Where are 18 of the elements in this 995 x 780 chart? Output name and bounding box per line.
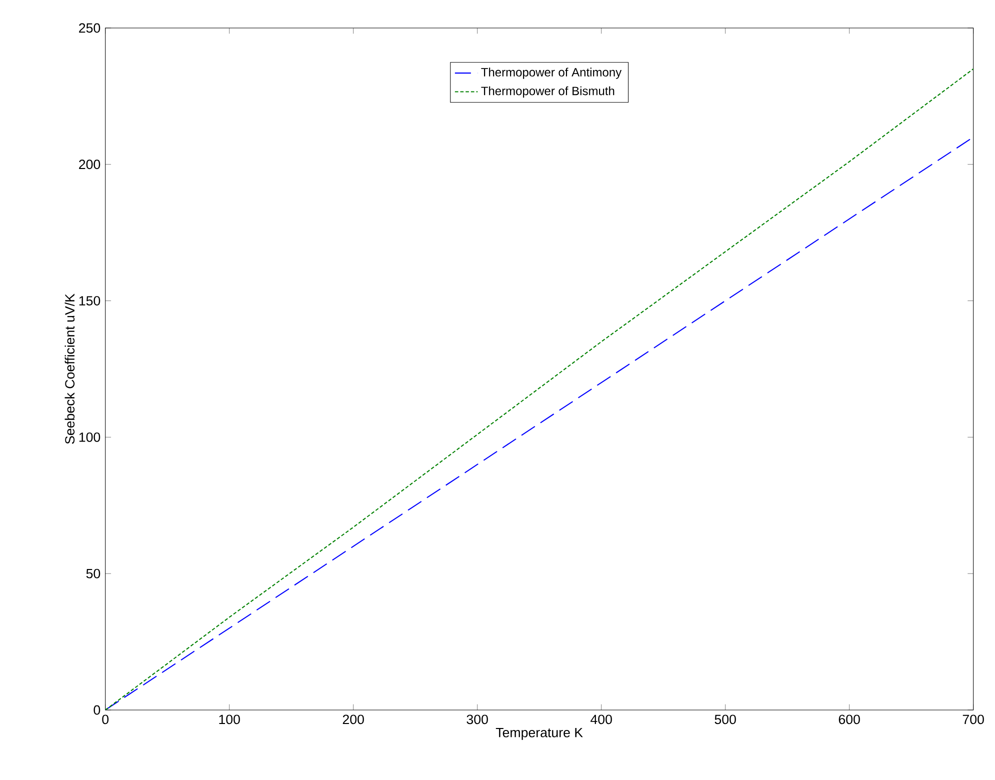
legend-label: Thermopower of Bismuth: [481, 86, 614, 98]
y-tick-label: 200: [79, 160, 100, 170]
x-tick-label: 400: [590, 714, 612, 724]
y-axis-title: Seebeck Coefficient uV/K: [64, 294, 75, 444]
x-axis-title: Temperature K: [496, 728, 583, 740]
x-tick-label: 600: [838, 714, 860, 724]
x-tick-label: 500: [714, 714, 736, 724]
legend-label: Thermopower of Antimony: [481, 68, 622, 79]
x-tick-label: 200: [342, 714, 364, 724]
x-tick-label: 0: [102, 714, 109, 724]
y-tick-label: 150: [79, 296, 100, 306]
y-tick-label: 250: [79, 23, 100, 33]
y-tick-label: 0: [94, 705, 100, 715]
x-tick-label: 100: [219, 714, 240, 724]
x-tick-label: 700: [962, 714, 984, 724]
y-tick-label: 100: [79, 432, 100, 442]
y-tick-label: 50: [86, 568, 100, 578]
x-tick-label: 300: [466, 714, 488, 724]
